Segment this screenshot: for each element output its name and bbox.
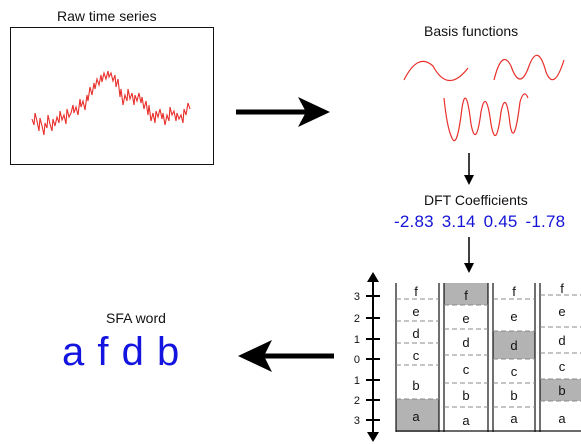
bins-column-1: f e d c b a — [395, 283, 440, 432]
basis-functions-plot — [403, 54, 565, 142]
bins-column-2: f e d c b a — [443, 283, 489, 432]
bin-letter: d — [558, 333, 565, 348]
axis-tick-label: 2 — [354, 395, 360, 407]
selected-cell — [540, 379, 581, 401]
bins-column-3: f e d c b a — [492, 283, 536, 432]
arrow-to-bins — [464, 237, 474, 273]
coef-3: 0.45 — [483, 212, 518, 231]
value-axis: 3 2 1 0 1 2 3 — [354, 272, 380, 442]
selected-cell — [396, 399, 439, 432]
bin-letter: f — [560, 283, 564, 296]
dft-coefficients: -2.83 3.14 0.45 -1.78 — [394, 212, 581, 232]
basis-functions-title: Basis functions — [424, 23, 519, 39]
bin-letter: e — [462, 311, 469, 326]
bin-letter: a — [510, 411, 518, 426]
coef-2: 3.14 — [441, 212, 476, 231]
bin-letter: c — [559, 359, 566, 374]
basis-wave-2 — [493, 54, 565, 81]
sfa-word-title: SFA word — [106, 310, 166, 326]
dft-title: DFT Coefficients — [424, 192, 528, 208]
arrow-to-basis — [236, 97, 330, 127]
coef-1: -2.83 — [394, 212, 434, 231]
bin-letter: e — [412, 304, 419, 319]
bin-letter: a — [558, 411, 566, 426]
bin-letter: b — [462, 388, 469, 403]
sfa-bins-table: f e d c b a f e d c b a — [395, 283, 581, 432]
raw-series-title: Raw time series — [57, 8, 157, 24]
bin-letter: b — [558, 383, 565, 398]
arrow-to-sfa-word — [238, 340, 334, 372]
bin-letter: c — [511, 364, 518, 379]
bin-letter: a — [412, 409, 420, 424]
bins-column-4: f e d c b a — [539, 283, 581, 432]
bin-letter: f — [512, 284, 516, 299]
bin-letter: e — [510, 309, 517, 324]
bin-letter: d — [412, 326, 419, 341]
sfa-word: a f d b — [62, 330, 181, 374]
basis-wave-3 — [443, 93, 529, 142]
basis-wave-1 — [403, 60, 469, 82]
bin-letter: c — [413, 348, 420, 363]
bin-letter: f — [464, 288, 468, 303]
bin-letter: d — [510, 338, 517, 353]
bin-letter: b — [412, 378, 419, 393]
raw-series-frame — [10, 27, 214, 165]
bin-letter: f — [414, 284, 418, 299]
axis-tick-label: 1 — [354, 334, 360, 346]
bin-letter: b — [510, 388, 517, 403]
axis-tick-label: 3 — [354, 291, 360, 303]
selected-cell — [493, 331, 535, 359]
bin-letter: e — [558, 304, 565, 319]
raw-series-plot — [10, 27, 214, 165]
arrow-to-dft — [464, 153, 474, 185]
bin-letter: c — [463, 362, 470, 377]
bin-letter: a — [462, 413, 470, 428]
raw-series-line — [31, 70, 191, 136]
coef-4: -1.78 — [525, 212, 566, 231]
axis-tick-label: 3 — [354, 415, 360, 427]
axis-tick-label: 1 — [354, 375, 360, 387]
axis-tick-label: 0 — [354, 354, 360, 366]
axis-tick-label: 2 — [354, 313, 360, 325]
bin-letter: d — [462, 335, 469, 350]
selected-cell — [444, 283, 488, 305]
